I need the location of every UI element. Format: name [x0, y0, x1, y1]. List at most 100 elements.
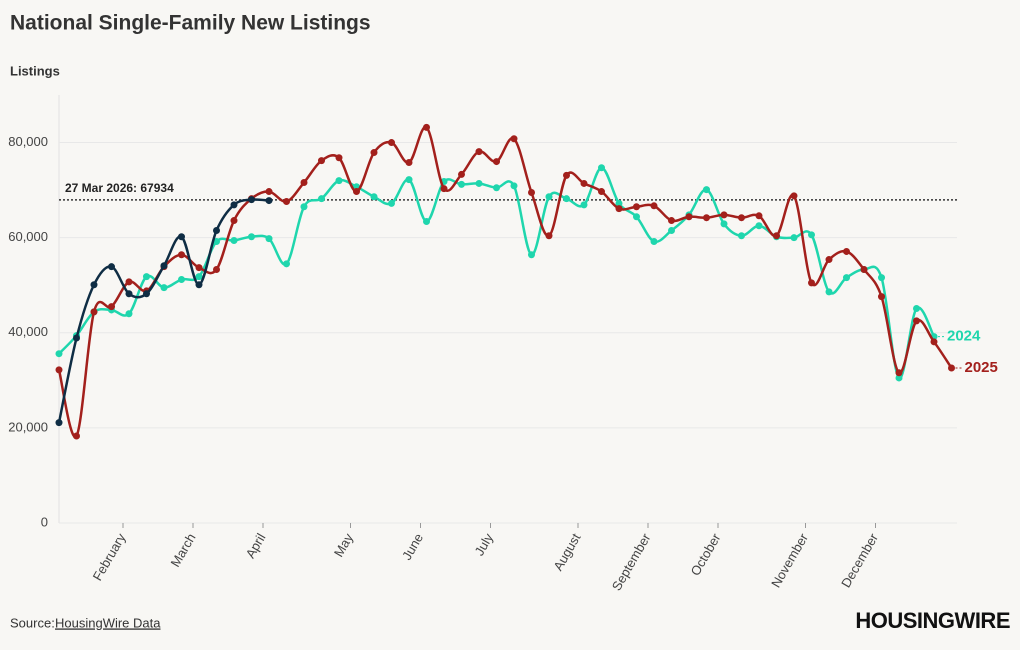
point — [195, 281, 203, 289]
chart-title: National Single-Family New Listings — [10, 12, 371, 35]
point — [545, 193, 553, 201]
point — [790, 192, 798, 200]
point — [930, 338, 938, 346]
point — [738, 232, 745, 240]
y-tick-label: 40,000 — [8, 324, 48, 339]
point — [493, 158, 500, 166]
point — [650, 202, 658, 210]
point — [55, 350, 63, 358]
point — [860, 266, 868, 274]
series-line — [57, 198, 270, 423]
point — [825, 256, 833, 264]
point — [738, 214, 745, 222]
reference-label: 27 Mar 2026: 67934 — [65, 181, 174, 195]
point — [195, 273, 203, 281]
point — [370, 149, 378, 157]
point — [388, 139, 395, 147]
x-tick-label: October — [687, 530, 723, 578]
point — [265, 197, 273, 205]
point — [913, 317, 920, 325]
point — [528, 251, 535, 259]
point — [878, 274, 885, 282]
y-axis-title: Listings — [10, 63, 60, 78]
point — [545, 232, 553, 240]
point — [878, 293, 885, 301]
point — [335, 154, 343, 162]
point — [895, 374, 903, 382]
point — [90, 281, 98, 289]
point — [895, 369, 903, 377]
point — [125, 278, 133, 286]
series-label: 2025 — [965, 359, 998, 376]
y-tick-label: 80,000 — [8, 134, 48, 149]
point — [265, 235, 273, 243]
point — [808, 279, 815, 287]
point — [370, 193, 378, 201]
point — [73, 432, 80, 440]
point — [160, 262, 168, 270]
x-tick-label: June — [399, 531, 426, 563]
point — [510, 135, 518, 143]
point — [300, 203, 308, 211]
point — [230, 217, 238, 225]
point — [55, 366, 63, 374]
point — [773, 232, 780, 240]
point — [493, 184, 500, 192]
point — [248, 196, 255, 204]
y-tick-label: 20,000 — [8, 419, 48, 434]
point — [125, 290, 133, 298]
point — [195, 264, 203, 272]
point — [913, 305, 920, 313]
point — [213, 227, 220, 235]
point — [440, 185, 448, 193]
point — [685, 213, 693, 221]
x-tick-label: February — [90, 530, 129, 583]
x-tick-label: April — [243, 531, 269, 561]
point — [108, 263, 115, 271]
point — [790, 234, 798, 242]
point — [650, 237, 658, 245]
x-tick-label: May — [331, 530, 357, 559]
point — [598, 188, 605, 196]
point — [388, 199, 395, 207]
point — [668, 217, 675, 225]
logo: HOUSINGWIRE — [855, 608, 1010, 633]
point — [843, 247, 850, 255]
point — [423, 217, 430, 225]
point — [248, 233, 255, 241]
point — [335, 177, 343, 185]
source-label: Source: — [10, 615, 55, 630]
point — [300, 179, 308, 187]
point — [510, 182, 518, 190]
point — [458, 170, 465, 178]
point — [580, 179, 588, 187]
point — [633, 213, 640, 221]
point — [108, 303, 115, 311]
point — [178, 276, 185, 284]
point — [265, 188, 273, 196]
point — [475, 179, 483, 187]
point — [283, 198, 290, 206]
x-tick-label: December — [838, 530, 881, 590]
point — [668, 227, 675, 235]
series-label: 2024 — [947, 328, 981, 345]
point — [125, 310, 133, 318]
point — [633, 203, 640, 211]
point — [160, 284, 168, 292]
point — [213, 266, 220, 274]
point — [528, 188, 535, 196]
point — [703, 214, 710, 222]
point — [755, 222, 763, 230]
point — [230, 237, 238, 245]
point — [230, 201, 238, 209]
series-line — [57, 126, 953, 439]
x-tick-label: August — [550, 530, 583, 573]
source-link[interactable]: HousingWire Data — [55, 615, 161, 630]
point — [703, 186, 710, 194]
x-tick-label: November — [768, 530, 811, 590]
point — [283, 260, 290, 268]
point — [143, 273, 150, 281]
x-tick-label: September — [609, 530, 654, 593]
